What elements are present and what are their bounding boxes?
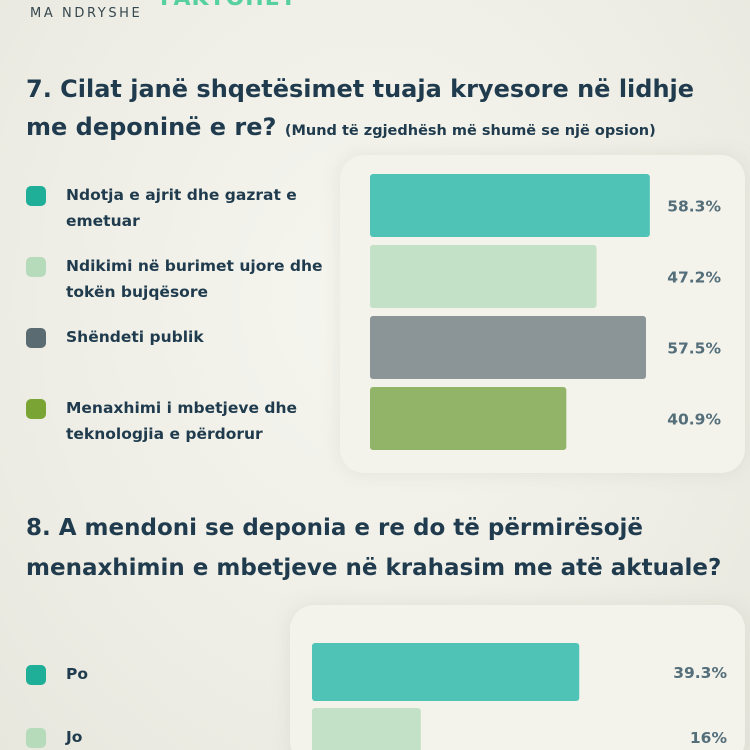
chart-7-legend-label-2: Shëndeti publik (66, 324, 356, 350)
chart-7-bar-1 (370, 245, 597, 308)
chart-7-value-label-3: 40.9% (667, 411, 721, 429)
chart-7-legend-label-0: Ndotja e ajrit dhe gazrat e emetuar (66, 182, 356, 234)
chart-8-legend-item-1: Jo (26, 727, 356, 750)
chart-8-bar-1 (312, 708, 421, 750)
chart-7-value-label-1: 47.2% (667, 269, 721, 287)
chart-8-legend-label-1: Jo (66, 724, 356, 750)
chart-7-legend-swatch-2 (26, 328, 46, 348)
chart-7-legend-item-0: Ndotja e ajrit dhe gazrat e emetuar (26, 185, 356, 234)
chart-7-legend-item-3: Menaxhimi i mbetjeve dhe teknologjia e pë… (26, 398, 356, 447)
chart-7-legend-label-0-line-0: Ndotja e ajrit dhe gazrat e (66, 186, 297, 204)
chart-7-legend-label-1: Ndikimi në burimet ujore dhe tokën bujqës… (66, 253, 356, 305)
question-8-text: 8. A mendoni se deponia e re do të përmi… (26, 515, 722, 581)
chart-7-legend-label-1-line-0: Ndikimi në burimet ujore dhe (66, 257, 323, 275)
chart-7-legend-swatch-0 (26, 186, 46, 206)
chart-8-legend-label-0-line-0: Po (66, 665, 89, 683)
chart-8-value-label-1: 16% (690, 729, 728, 747)
chart-7-value-label-2: 57.5% (667, 340, 721, 358)
brand-wordmark: MA NDRYSHE (30, 6, 143, 21)
chart-7-bar-0 (370, 174, 650, 237)
chart-8-legend-swatch-0 (26, 665, 46, 685)
chart-8-legend-label-1-line-0: Jo (66, 728, 83, 746)
chart-7-legend-item-1: Ndikimi në burimet ujore dhe tokën bujqës… (26, 256, 356, 305)
chart-7-legend-label-3-line-1: teknologjia e përdorur (66, 425, 263, 443)
chart-7-legend-label-3-line-0: Menaxhimi i mbetjeve dhe (66, 399, 297, 417)
chart-8-legend-label-0: Po (66, 661, 356, 687)
chart-7-legend-label-1-line-1: tokën bujqësore (66, 283, 208, 301)
question-7-title: 7. Cilat janë shqetësimet tuaja kryesore… (26, 70, 736, 150)
question-8-title: 8. A mendoni se deponia e re do të përmi… (26, 508, 746, 588)
chart-7-legend-item-2: Shëndeti publik (26, 327, 356, 350)
chart-8-legend-item-0: Po (26, 664, 356, 687)
chart-7-bar-2 (370, 316, 646, 379)
chart-8-bar-0 (312, 643, 580, 701)
chart-7-legend-label-0-line-1: emetuar (66, 212, 140, 230)
chart-7-bar-3 (370, 387, 567, 450)
chart-7-legend-swatch-3 (26, 399, 46, 419)
chart-7-legend-label-2-line-0: Shëndeti publik (66, 328, 204, 346)
chart-8-value-label-0: 39.3% (673, 664, 727, 682)
chart-8-legend-swatch-1 (26, 728, 46, 748)
brand-accent-wordmark: FAKTOHET (160, 0, 297, 11)
question-7-text: 7. Cilat janë shqetësimet tuaja kryesore… (26, 75, 695, 141)
chart-7-legend-label-3: Menaxhimi i mbetjeve dhe teknologjia e pë… (66, 395, 356, 447)
chart-7-value-label-0: 58.3% (667, 198, 721, 216)
chart-7-legend-swatch-1 (26, 257, 46, 277)
question-7-note: (Mund të zgjedhësh më shumë se një opsio… (284, 123, 656, 139)
